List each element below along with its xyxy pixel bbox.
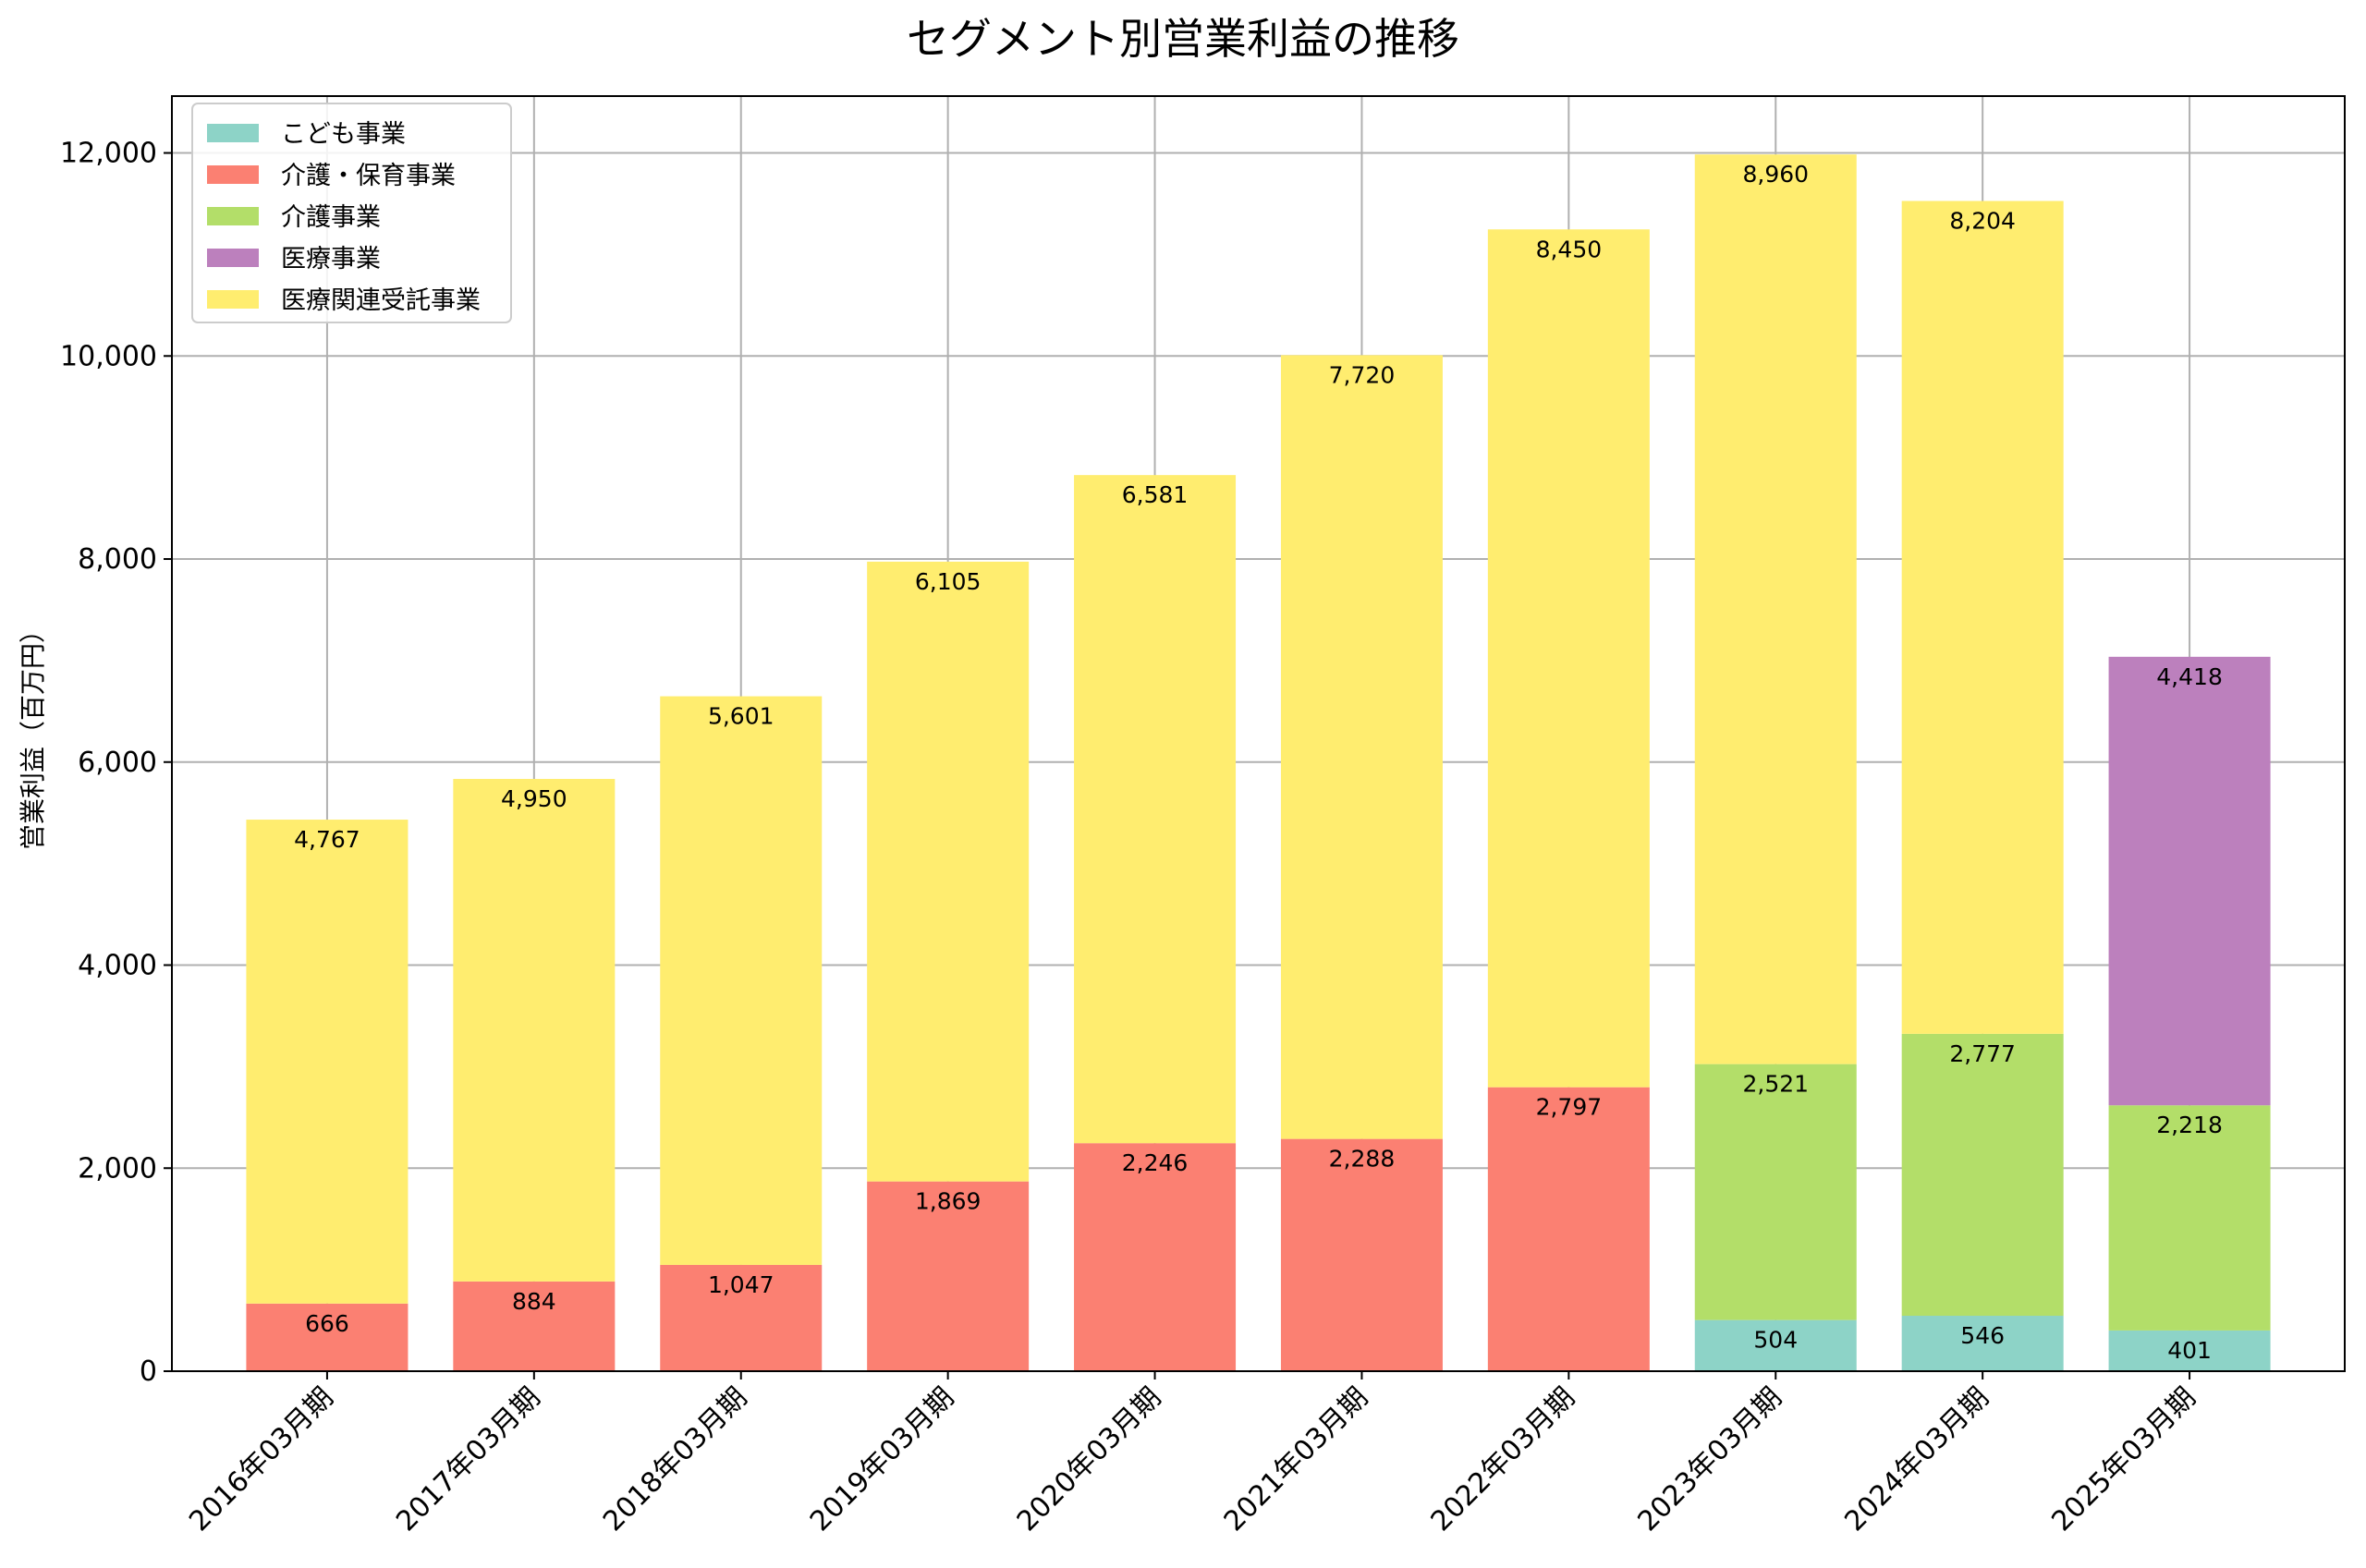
legend-label: こども事業 <box>281 120 406 149</box>
data-label: 7,720 <box>1329 361 1396 388</box>
data-label: 666 <box>305 1310 349 1337</box>
x-tick-label: 2016年03月期 <box>183 1381 339 1538</box>
bar-segment <box>1901 1033 2064 1317</box>
x-tick-label: 2024年03月期 <box>1838 1381 1994 1538</box>
bar-segment <box>2108 656 2271 1106</box>
data-label: 2,288 <box>1329 1146 1396 1173</box>
data-label: 5,601 <box>708 703 774 730</box>
data-label: 1,869 <box>915 1188 982 1215</box>
bar-segment <box>1694 1064 1857 1320</box>
bar-segment <box>453 1281 616 1371</box>
data-labels: 666 4,767 884 4,950 1,047 5,601 1,869 6,105 2,24… <box>294 161 2223 1364</box>
x-tick-label: 2022年03月期 <box>1425 1381 1581 1538</box>
y-axis-title: 営業利益（百万円） <box>18 617 48 850</box>
y-tick-label: 6,000 <box>78 747 157 779</box>
y-tick-label: 8,000 <box>78 543 157 576</box>
bar-segment <box>453 779 616 1282</box>
bar-segment <box>660 696 823 1265</box>
bar-segment <box>1901 201 2064 1034</box>
data-label: 2,218 <box>2156 1112 2223 1138</box>
data-label: 2,521 <box>1742 1071 1809 1098</box>
data-label: 401 <box>2167 1337 2212 1364</box>
data-label: 2,246 <box>1122 1149 1189 1176</box>
legend-swatch <box>207 124 259 142</box>
bar-segment <box>246 1303 409 1371</box>
bar-segment <box>1487 1087 1650 1371</box>
legend-box <box>191 103 512 323</box>
bar-segment <box>1694 1319 1857 1371</box>
bar-segment <box>1487 229 1650 1088</box>
x-tick-label: 2018年03月期 <box>597 1381 753 1538</box>
data-label: 4,418 <box>2156 663 2223 690</box>
data-label: 546 <box>1960 1322 2005 1349</box>
data-label: 4,950 <box>501 785 567 812</box>
bar-segment <box>1694 154 1857 1064</box>
bar-segment <box>867 561 1030 1182</box>
legend-swatch <box>207 207 259 225</box>
y-tick-label: 12,000 <box>60 138 157 170</box>
data-label: 4,767 <box>294 826 360 853</box>
y-tick-label: 2,000 <box>78 1152 157 1185</box>
y-tick-label: 0 <box>140 1355 157 1388</box>
data-label: 8,204 <box>1949 207 2016 234</box>
data-label: 6,105 <box>915 568 982 595</box>
bar-segment <box>1901 1316 2064 1371</box>
bar-segment <box>867 1181 1030 1371</box>
chart-title: セグメント別営業利益の推移 <box>907 14 1459 64</box>
bar-segment <box>1280 1138 1443 1371</box>
data-label: 6,581 <box>1122 481 1189 508</box>
data-label: 504 <box>1753 1327 1798 1354</box>
x-tick-label: 2023年03月期 <box>1632 1381 1788 1538</box>
legend-label: 介護事業 <box>281 203 381 232</box>
x-tick-label: 2020年03月期 <box>1011 1381 1167 1538</box>
bar-segment <box>1280 355 1443 1139</box>
y-tick-label: 4,000 <box>78 950 157 982</box>
bar-segment <box>2108 1330 2271 1371</box>
bar-segment <box>660 1264 823 1371</box>
bar-segment <box>1074 1143 1237 1371</box>
plot-frame <box>171 95 2346 1372</box>
bar-segment <box>246 820 409 1304</box>
legend-label: 介護・保育事業 <box>281 162 456 190</box>
bars <box>246 154 2271 1371</box>
data-label: 884 <box>512 1288 556 1315</box>
x-tick-label: 2021年03月期 <box>1218 1381 1374 1538</box>
data-label: 8,450 <box>1536 236 1603 262</box>
data-label: 2,797 <box>1536 1094 1603 1121</box>
data-label: 8,960 <box>1742 161 1809 188</box>
legend-label: 医療関連受託事業 <box>281 286 481 315</box>
data-label: 2,777 <box>1949 1040 2016 1067</box>
x-tick-label: 2019年03月期 <box>804 1381 960 1538</box>
bar-segment <box>1074 475 1237 1144</box>
x-tick-label: 2017年03月期 <box>390 1381 546 1538</box>
legend-swatch <box>207 290 259 309</box>
legend-swatch <box>207 165 259 184</box>
legend-label: 医療事業 <box>281 245 381 273</box>
bar-segment <box>2108 1105 2271 1331</box>
legend-swatch <box>207 249 259 267</box>
x-tick-label: 2025年03月期 <box>2045 1381 2201 1538</box>
data-label: 1,047 <box>708 1271 774 1298</box>
y-tick-label: 10,000 <box>60 340 157 372</box>
